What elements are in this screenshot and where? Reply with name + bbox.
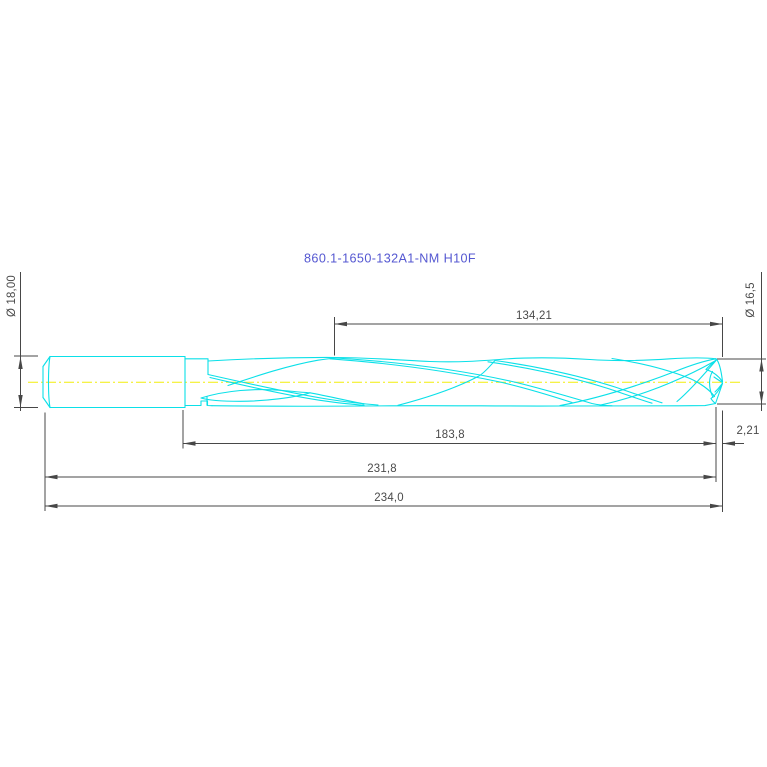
dimension-shank-diameter: [14, 272, 38, 411]
dimension-cutting-diameter: [717, 272, 766, 411]
dimension-overall-length: [45, 410, 723, 512]
drill-shank: [42, 355, 186, 409]
drill-part: [42, 355, 724, 409]
dimension-lines: [14, 272, 766, 512]
dimension-body-length: [44, 412, 716, 511]
drill-point: [676, 358, 724, 405]
dimension-flute-length: [182, 407, 744, 482]
drill-flutes: [184, 356, 717, 407]
dimension-arrowheads: [18, 321, 764, 509]
dimension-usable-length: [334, 317, 723, 357]
